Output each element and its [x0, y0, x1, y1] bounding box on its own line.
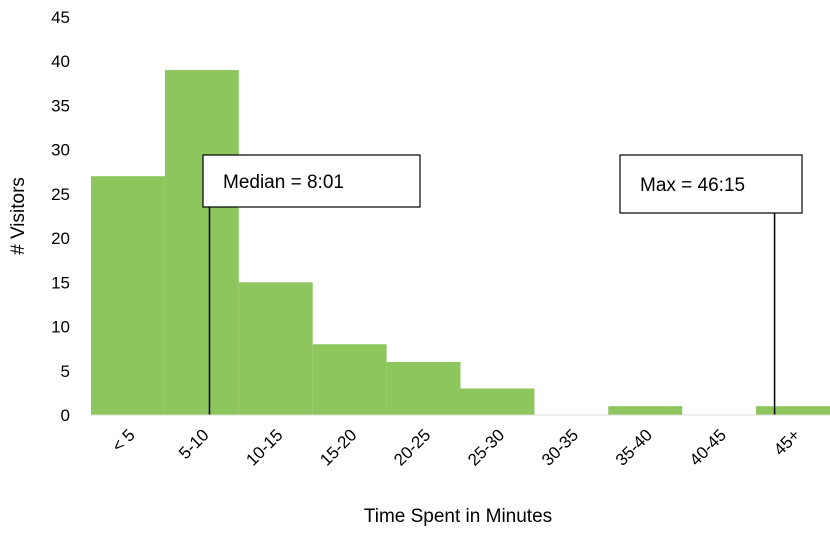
- annotation-label: Max = 46:15: [640, 175, 745, 196]
- y-tick-label: 35: [51, 96, 70, 115]
- bar-4: [386, 361, 461, 415]
- annotations-group: Median = 8:01 Max = 46:15: [202, 154, 803, 415]
- y-tick-label: 0: [61, 406, 70, 425]
- bars-group: [91, 70, 830, 416]
- bar-1: [164, 70, 239, 416]
- x-tick-label: 20-25: [390, 425, 434, 469]
- bar-5: [460, 388, 535, 415]
- x-tick-label: 45+: [770, 425, 804, 459]
- y-axis-title: # Visitors: [8, 177, 29, 255]
- y-tick-label: 15: [51, 273, 70, 292]
- annotation-label: Median = 8:01: [223, 172, 344, 193]
- y-tick-label: 5: [61, 362, 70, 381]
- annotation-box: [202, 154, 421, 208]
- bar-3: [312, 344, 387, 415]
- x-tick-label: 35-40: [612, 425, 656, 469]
- y-tick-label: 10: [51, 318, 70, 337]
- annotation-box: [619, 154, 803, 214]
- bar-2: [238, 282, 313, 415]
- y-tick-label: 25: [51, 185, 70, 204]
- x-tick-labels: < 5 5-10 10-15 15-20 20-25 25-30 30-35 35-40 40-…: [108, 425, 804, 469]
- x-tick-label: 30-35: [538, 425, 582, 469]
- y-tick-label: 20: [51, 229, 70, 248]
- x-axis-title: Time Spent in Minutes: [364, 506, 552, 527]
- bar-7: [608, 406, 683, 415]
- bar-0: [91, 176, 165, 415]
- x-tick-label: 15-20: [316, 425, 360, 469]
- x-tick-label: 5-10: [175, 425, 212, 462]
- y-tick-label: 45: [51, 8, 70, 27]
- x-tick-label: 25-30: [464, 425, 508, 469]
- x-tick-label: < 5: [108, 425, 138, 455]
- bar-9: [756, 406, 830, 415]
- y-tick-label: 30: [51, 141, 70, 160]
- x-tick-label: 10-15: [242, 425, 286, 469]
- x-tick-label: 40-45: [686, 425, 730, 469]
- y-tick-label: 40: [51, 52, 70, 71]
- y-tick-labels: 0 5 10 15 20 25 30 35 40 45: [51, 8, 70, 425]
